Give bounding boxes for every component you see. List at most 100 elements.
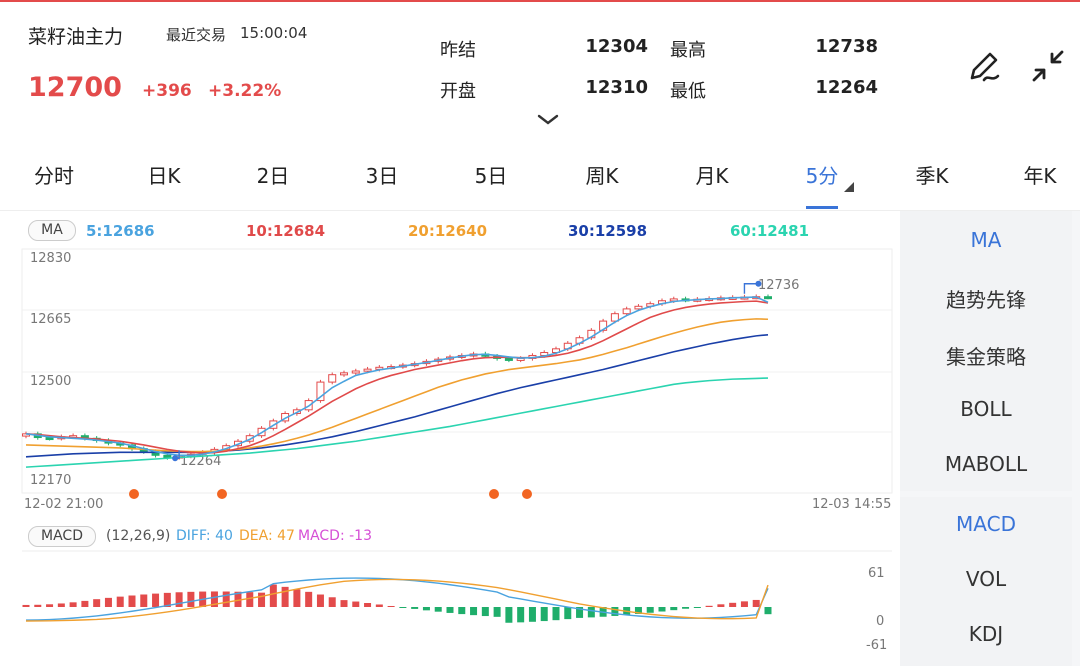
quote-value-low: 12264 <box>815 77 878 98</box>
low-marker-dot <box>172 455 179 462</box>
macd-params: (12,26,9) <box>106 528 171 544</box>
sub-indicator-group <box>900 497 1072 666</box>
candle <box>340 372 348 376</box>
candle <box>363 368 372 372</box>
macd-bar <box>46 604 54 607</box>
macd-dea-line <box>25 578 769 622</box>
indicator-ma[interactable]: MA <box>970 228 1002 252</box>
quote-value-prev-settle: 12304 <box>585 36 648 57</box>
macd-bar <box>128 595 136 607</box>
candle <box>45 437 54 441</box>
macd-bar <box>411 607 419 609</box>
indicator-macd[interactable]: MACD <box>956 512 1016 536</box>
tab-intraday[interactable]: 分时 <box>34 164 74 188</box>
high-price-label: 12736 <box>758 278 800 293</box>
tab-dropdown-triangle-icon[interactable] <box>844 182 854 192</box>
last-price: 12700 <box>28 72 122 103</box>
macd-bar <box>116 596 124 607</box>
ma-pill[interactable]: MA <box>28 220 76 241</box>
main-indicator-group <box>900 211 1072 491</box>
ma10-line <box>25 300 769 454</box>
macd-bar <box>646 607 654 613</box>
ma5-line <box>25 296 769 457</box>
macd-bar <box>22 604 30 607</box>
kline-chart[interactable] <box>0 211 900 666</box>
tab-weekly-k[interactable]: 周K <box>585 164 619 188</box>
macd-bar <box>269 584 277 607</box>
macd-bar <box>682 607 690 609</box>
macd-bar <box>81 600 89 607</box>
quote-value-high: 12738 <box>815 36 878 57</box>
candle <box>622 308 631 315</box>
macd-bar <box>564 607 572 620</box>
macd-bar <box>528 607 536 622</box>
chevron-down-icon[interactable] <box>537 114 559 126</box>
tab-5min[interactable]: 5分 <box>805 164 839 188</box>
macd-bar <box>187 591 195 607</box>
macd-bar <box>587 607 595 618</box>
y-tick-0: 12830 <box>30 251 72 266</box>
tab-monthly-k[interactable]: 月K <box>695 164 729 188</box>
macd-bar <box>422 607 430 611</box>
macd-bar <box>481 607 489 617</box>
macd-bar <box>34 604 42 607</box>
indicator-kdj[interactable]: KDJ <box>968 622 1004 646</box>
macd-y-tick-1: 0 <box>876 614 885 629</box>
macd-bar <box>281 586 289 607</box>
quote-value-open: 12310 <box>585 77 648 98</box>
x-label-end: 12-03 14:55 <box>812 497 892 512</box>
tab-5day[interactable]: 5日 <box>474 164 508 188</box>
macd-bar <box>552 607 560 621</box>
macd-bar <box>670 607 678 611</box>
macd-bar <box>634 607 642 614</box>
quote-label-prev-settle: 昨结 <box>440 40 476 61</box>
indicator-vol[interactable]: VOL <box>965 567 1007 591</box>
collapse-icon[interactable] <box>1030 48 1066 84</box>
candle <box>245 435 254 442</box>
macd-bar <box>740 601 748 607</box>
tab-2day[interactable]: 2日 <box>256 164 290 188</box>
macd-bar <box>729 602 737 607</box>
indicator-maboll[interactable]: MABOLL <box>944 452 1028 476</box>
macd-y-tick-0: 61 <box>868 566 885 581</box>
trade-time: 15:00:04 <box>240 24 308 42</box>
candle <box>316 381 325 402</box>
macd-bar <box>611 607 619 616</box>
tab-yearly-k[interactable]: 年K <box>1023 164 1057 188</box>
tab-quarterly-k[interactable]: 季K <box>915 164 949 188</box>
tab-daily-k[interactable]: 日K <box>147 164 181 188</box>
quote-label-open: 开盘 <box>440 81 476 102</box>
macd-bar <box>375 604 383 607</box>
ma30-line <box>25 333 769 458</box>
high-marker-dot <box>755 280 762 287</box>
event-dot <box>522 489 532 499</box>
candle <box>764 296 772 300</box>
contract-title: 菜籽油主力 <box>28 26 124 48</box>
ma20-value: 20:12640 <box>408 222 488 240</box>
macd-bar <box>434 607 442 612</box>
macd-bar <box>293 589 301 607</box>
x-label-start: 12-02 21:00 <box>24 497 104 512</box>
ma60-value: 60:12481 <box>730 222 810 240</box>
macd-bar <box>658 607 666 612</box>
pen-icon[interactable] <box>966 48 1002 84</box>
macd-bar <box>705 605 713 607</box>
indicator-fund-strategy[interactable]: 集金策略 <box>946 345 1026 369</box>
y-tick-3: 12170 <box>30 473 72 488</box>
top-accent-line <box>0 0 1080 2</box>
macd-bar <box>693 607 701 608</box>
macd-pill[interactable]: MACD <box>28 526 96 547</box>
macd-bar <box>340 600 348 607</box>
indicator-boll[interactable]: BOLL <box>960 397 1012 421</box>
tab-3day[interactable]: 3日 <box>365 164 399 188</box>
y-tick-2: 12500 <box>30 374 72 389</box>
event-dot <box>217 489 227 499</box>
event-dot <box>489 489 499 499</box>
macd-bar <box>505 607 513 623</box>
macd-bar <box>57 603 65 607</box>
low-price-label: 12264 <box>180 454 222 469</box>
macd-dea-label: DEA: 47 <box>239 528 295 544</box>
indicator-trend-pioneer[interactable]: 趋势先锋 <box>946 288 1026 312</box>
candle <box>328 374 337 383</box>
macd-y-tick-2: -61 <box>866 638 888 653</box>
